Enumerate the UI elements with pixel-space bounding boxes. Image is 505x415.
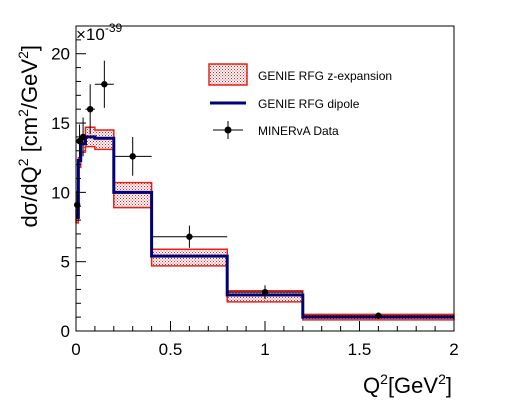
legend-swatch-data-marker [224, 126, 232, 134]
x-axis-ticks: 0 0.5 1 1.5 2 [71, 321, 459, 359]
x-axis-label: Q2[GeV2] [363, 371, 452, 398]
y-axis-ticks: 0 5 10 15 20 [51, 25, 86, 341]
dipole-step-line [76, 135, 454, 319]
data-point-5 [129, 153, 136, 160]
legend-label-z-expansion: GENIE RFG z-expansion [258, 69, 392, 83]
data-point-1 [76, 137, 83, 145]
y-label-part-2: [cm [17, 117, 42, 159]
y-tick-label: 10 [51, 183, 70, 202]
x-label-end: ] [446, 373, 452, 398]
x-label-rest: [GeV [388, 373, 438, 398]
x-tick-label: 1.5 [348, 340, 372, 359]
multiplier-base: ×10 [76, 25, 105, 44]
x-tick-label: 2 [449, 340, 458, 359]
x-tick-label: 0.5 [159, 340, 183, 359]
legend-swatch-z-expansion [208, 63, 248, 86]
data-point-0 [73, 201, 81, 209]
multiplier-exponent: -39 [105, 21, 123, 35]
data-point-2 [79, 133, 87, 141]
dipole-step-group [76, 135, 454, 319]
y-label-sup-1: 2 [15, 158, 31, 166]
x-tick-label: 0 [71, 340, 80, 359]
z-expansion-bin-5 [113, 182, 152, 208]
y-tick-label: 5 [61, 253, 70, 272]
y-axis-label: dσ/dQ2 [cm2/GeV2] [15, 45, 42, 228]
legend-label-dipole: GENIE RFG dipole [258, 97, 360, 111]
y-tick-label: 15 [51, 114, 70, 133]
z-expansion-lower-edge [76, 145, 454, 321]
data-point-3 [86, 105, 94, 113]
data-point-8 [375, 312, 382, 319]
multiplier-label: ×10-39 [76, 21, 123, 44]
y-tick-label: 20 [51, 45, 70, 64]
minerva-data-group [73, 60, 454, 319]
x-label-sup-1: 2 [380, 371, 388, 387]
x-tick-label: 1 [260, 340, 269, 359]
data-point-4 [101, 81, 108, 88]
x-label-sup-2: 2 [438, 371, 446, 387]
data-point-6 [186, 233, 193, 240]
y-label-part-3: /GeV [17, 59, 42, 109]
y-tick-label: 0 [61, 322, 70, 341]
data-point-7 [261, 288, 269, 296]
legend: GENIE RFG z-expansion GENIE RFG dipole M… [208, 63, 392, 139]
legend-label-data: MINERvA Data [258, 124, 339, 138]
y-label-part-4: ] [17, 45, 42, 51]
x-label-main: Q [363, 373, 380, 398]
y-label-part-1: dσ/dQ [17, 166, 42, 227]
y-label-sup-3: 2 [15, 51, 31, 59]
y-label-sup-2: 2 [15, 109, 31, 117]
